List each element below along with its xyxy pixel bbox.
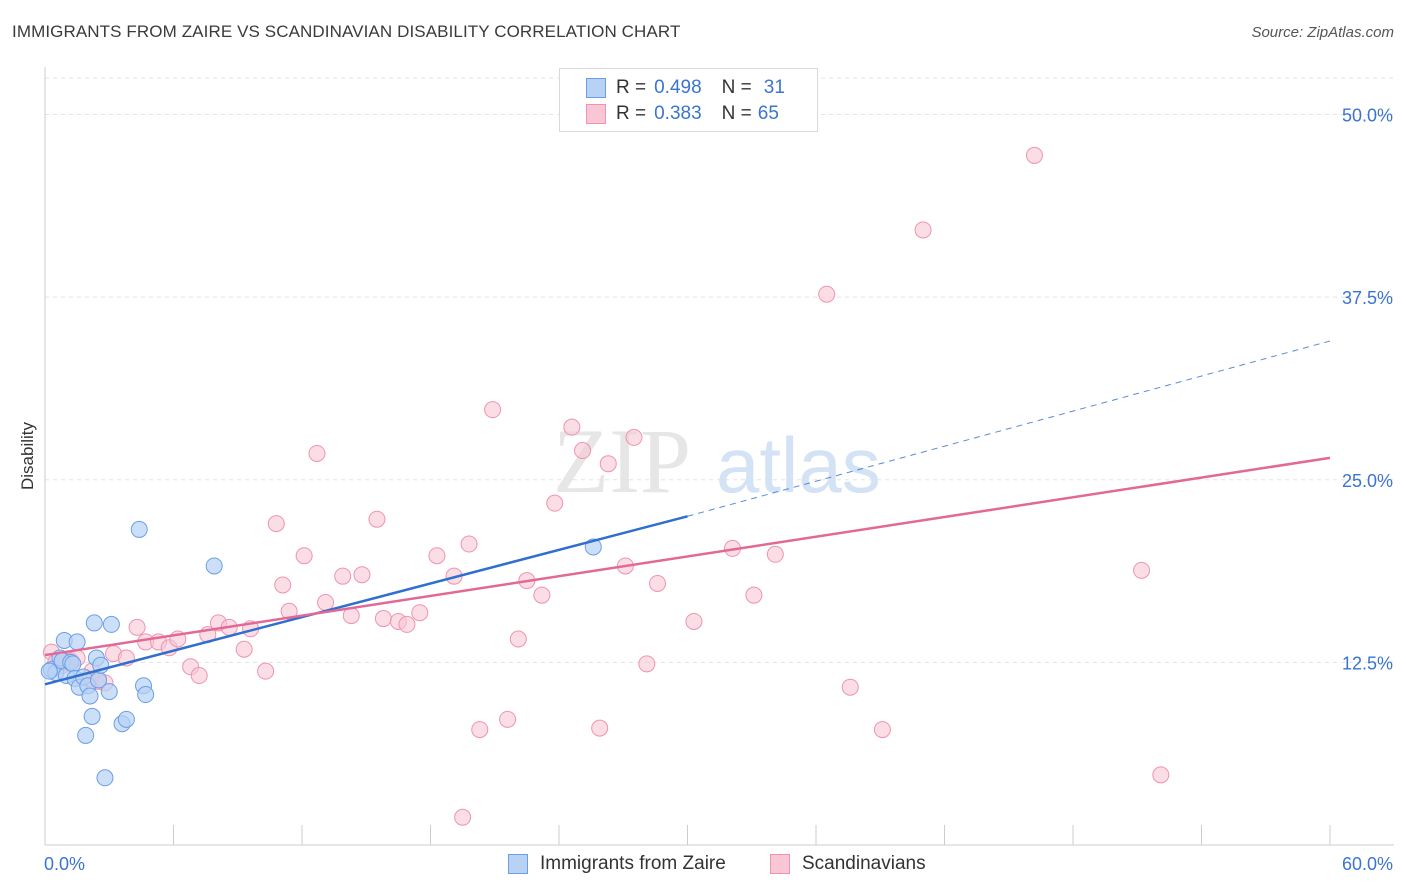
scandinavians-point xyxy=(353,566,371,584)
legend-n-label: N = xyxy=(721,103,752,124)
scandinavians-point xyxy=(841,678,859,696)
scandinavians-point xyxy=(374,610,392,628)
scandinavians-trend-line xyxy=(44,456,1331,657)
legend-r-value-scandinavians: 0.383 xyxy=(654,103,702,124)
legend-n-value-zaire: 31 xyxy=(763,77,785,98)
scandinavians-point xyxy=(745,586,763,604)
watermark: ZIP atlas xyxy=(553,410,881,512)
scandinavians-point xyxy=(873,721,891,739)
scandinavians-point xyxy=(484,401,502,419)
zaire-point xyxy=(81,687,99,705)
scandinavians-point xyxy=(1133,561,1151,579)
scandinavians-point xyxy=(818,285,836,303)
scandinavians-point xyxy=(368,510,386,528)
scandinavians-point xyxy=(128,618,146,636)
legend-swatch-zaire xyxy=(586,78,606,98)
scandinavians-point xyxy=(411,604,429,622)
scandinavians-point xyxy=(638,655,656,673)
scandinavians-point xyxy=(1025,146,1043,164)
legend-n-label: N = xyxy=(721,77,752,98)
legend-row-zaire: R = 0.498 N = 31 xyxy=(586,77,785,99)
legend-r-value-zaire: 0.498 xyxy=(654,77,702,98)
zaire-point xyxy=(102,615,120,633)
bottom-legend-swatch-zaire xyxy=(508,854,528,874)
x-tick-label-min: 0.0% xyxy=(44,854,85,874)
zaire-point xyxy=(117,710,135,728)
zaire-point xyxy=(77,726,95,744)
scandinavians-point xyxy=(509,630,527,648)
x-tick-labels: 0.0% 60.0% xyxy=(44,854,1393,874)
scandinavians-point xyxy=(685,612,703,630)
legend-n-value-scandinavians: 65 xyxy=(757,103,779,124)
bottom-legend-label-scandinavians: Scandinavians xyxy=(802,853,926,874)
watermark-atlas: atlas xyxy=(716,421,881,509)
zaire-trend-extension xyxy=(687,340,1331,517)
scandinavians-point xyxy=(599,455,617,473)
bottom-legend-label-zaire: Immigrants from Zaire xyxy=(540,853,726,874)
zaire-point xyxy=(68,633,86,651)
y-tick-label: 50.0% xyxy=(1342,106,1393,126)
y-axis-label: Disability xyxy=(18,421,37,491)
legend-swatch-scandinavians xyxy=(586,104,606,124)
x-tick-label-max: 60.0% xyxy=(1342,854,1393,874)
scandinavians-point xyxy=(454,808,472,826)
scandinavians-point xyxy=(533,586,551,604)
scandinavians-point xyxy=(235,640,253,658)
scandinavians-point xyxy=(649,574,667,592)
scandinavians-point xyxy=(625,428,643,446)
scandinavians-point xyxy=(308,444,326,462)
legend-row-scandinavians: R = 0.383 N = 65 xyxy=(586,103,779,125)
scandinavians-point xyxy=(1152,766,1170,784)
scandinavians-point xyxy=(591,719,609,737)
legend-r-label: R = xyxy=(616,103,647,124)
scandinavians-point xyxy=(460,535,478,553)
y-tick-label: 12.5% xyxy=(1342,653,1393,673)
zaire-point xyxy=(85,614,103,632)
scandinavians-point xyxy=(274,576,292,594)
scandinavians-point xyxy=(398,615,416,633)
axes xyxy=(44,67,1394,846)
zaire-point xyxy=(83,707,101,725)
zaire-point xyxy=(205,557,223,575)
scandinavians-point xyxy=(267,515,285,533)
source-label: Source: ZipAtlas.com xyxy=(1251,24,1394,41)
zaire-point xyxy=(100,683,118,701)
bottom-legend-zaire: Immigrants from Zaire xyxy=(508,852,726,876)
legend-r-label: R = xyxy=(616,77,647,98)
scandinavians-point xyxy=(914,221,932,239)
scandinavians-point xyxy=(334,567,352,585)
scandinavians-point xyxy=(563,418,581,436)
chart-title: IMMIGRANTS FROM ZAIRE VS SCANDINAVIAN DI… xyxy=(12,22,681,41)
y-tick-label: 25.0% xyxy=(1342,471,1393,491)
zaire-trend-line xyxy=(44,515,688,686)
scandinavians-point xyxy=(295,547,313,565)
scandinavians-point xyxy=(546,494,564,512)
zaire-point xyxy=(130,520,148,538)
zaire-point xyxy=(64,655,82,673)
gridlines xyxy=(45,77,1394,663)
y-tick-labels: 12.5% 25.0% 37.5% 50.0% xyxy=(1342,106,1393,674)
bottom-legend-scandinavians: Scandinavians xyxy=(770,852,926,876)
scandinavians-point xyxy=(428,547,446,565)
scandinavians-point xyxy=(471,721,489,739)
correlation-legend: R = 0.498 N = 31 R = 0.383 N = 65 xyxy=(559,68,818,132)
scandinavians-point xyxy=(766,545,784,563)
bottom-legend-swatch-scandinavians xyxy=(770,854,790,874)
scandinavians-point xyxy=(317,593,335,611)
zaire-point xyxy=(96,769,114,787)
scandinavians-point xyxy=(574,442,592,460)
scandinavians-point xyxy=(257,662,275,680)
zaire-points xyxy=(40,520,602,787)
y-tick-label: 37.5% xyxy=(1342,288,1393,308)
scandinavians-point xyxy=(499,710,517,728)
zaire-point xyxy=(40,662,58,680)
scandinavians-point xyxy=(190,667,208,685)
trend-lines xyxy=(44,340,1331,686)
zaire-point xyxy=(137,686,155,704)
